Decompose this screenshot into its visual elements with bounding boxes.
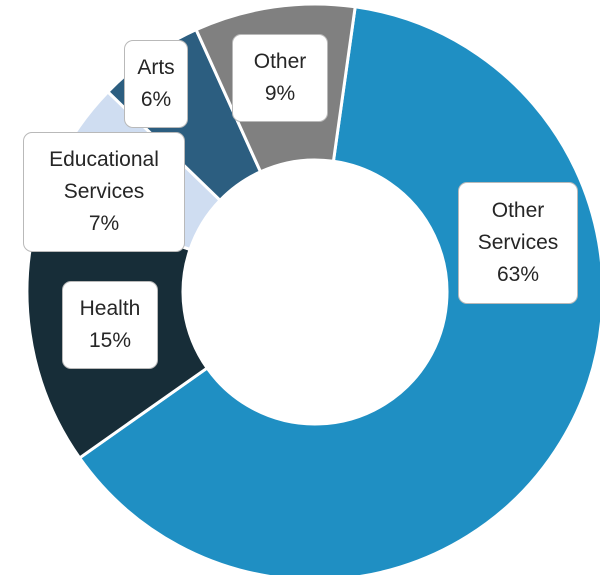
data-label-value: 7%	[88, 212, 120, 235]
data-label-educational-services: Educational Services 7%	[23, 132, 185, 252]
data-label-text-line-1: Arts	[137, 56, 175, 79]
data-label-other: Other 9%	[232, 34, 328, 122]
data-label-value: 9%	[264, 82, 296, 105]
data-label-arts: Arts 6%	[124, 40, 188, 128]
data-label-value: 63%	[496, 263, 540, 286]
data-label-text-line-1: Health	[79, 297, 141, 320]
data-label-text-line-1: Other	[491, 199, 545, 222]
data-label-other-services: Other Services 63%	[458, 182, 578, 304]
data-label-text-line-2: Services	[477, 231, 559, 254]
data-label-text-line-1: Educational	[49, 148, 159, 171]
data-label-value: 15%	[88, 329, 132, 352]
data-label-text-line-2: Services	[63, 180, 145, 203]
data-label-text-line-1: Other	[253, 50, 307, 73]
data-label-value: 6%	[140, 88, 172, 111]
slice-other-services	[77, 5, 600, 575]
data-label-health: Health 15%	[62, 281, 158, 369]
